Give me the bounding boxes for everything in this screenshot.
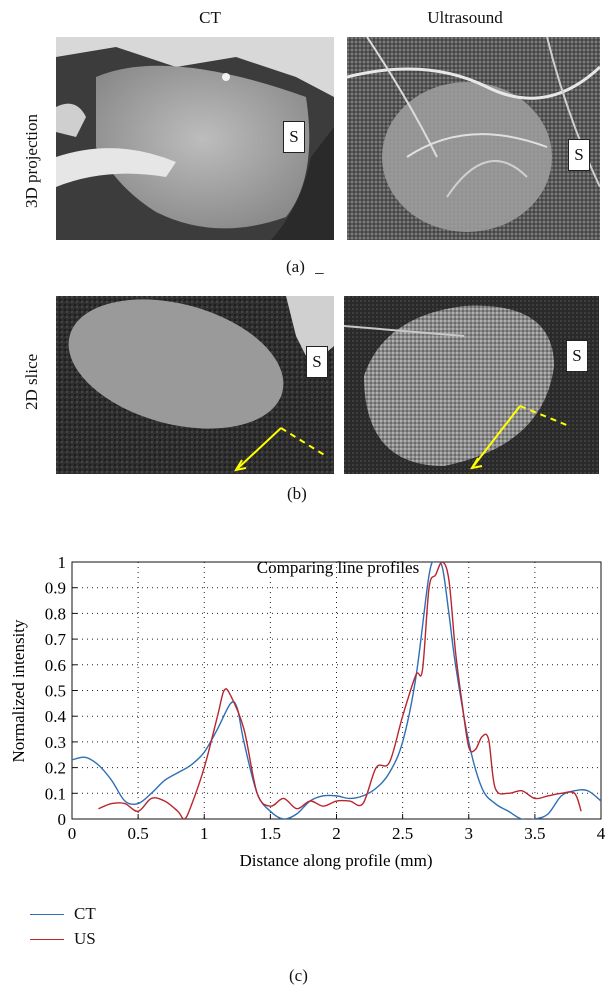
row-label-3d-projection: 3D projection — [22, 114, 41, 208]
x-axis-label: Distance along profile (mm) — [239, 851, 432, 870]
x-tick-label: 4 — [597, 824, 605, 843]
x-tick-label: 0.5 — [128, 824, 149, 843]
legend-swatch-us — [30, 938, 64, 940]
x-axis-ticks: 0 0.5 1 1.5 2 2.5 3 3.5 4 — [68, 814, 605, 843]
subfigure-label-c: (c) — [289, 966, 308, 985]
x-tick-label: 0 — [68, 824, 77, 843]
us-2d-slice-image — [344, 296, 599, 474]
x-tick-label: 1 — [200, 824, 209, 843]
series-line-ct — [72, 562, 601, 819]
y-tick-label: 0.5 — [45, 682, 66, 701]
legend-item-us: US — [30, 929, 96, 949]
x-tick-label: 2 — [332, 824, 341, 843]
legend-label-ct: CT — [74, 904, 96, 923]
y-tick-label: 0 — [58, 810, 67, 829]
series-lines — [72, 562, 601, 819]
y-tick-label: 0.4 — [45, 707, 67, 726]
ct-3d-marker-s: S — [283, 121, 305, 153]
grid — [72, 562, 601, 819]
row-label-2d-slice: 2D slice — [22, 353, 41, 410]
y-tick-label: 0.2 — [45, 759, 66, 778]
y-tick-label: 1 — [58, 555, 67, 572]
column-label-ct: CT — [199, 8, 221, 27]
subfigure-label-a: (a) _ — [286, 257, 324, 276]
subfigure-label-b: (b) — [287, 484, 307, 503]
y-axis-ticks: 0 0.1 0.2 0.3 0.4 0.5 0.6 0.7 0.8 0.9 1 — [45, 555, 77, 829]
ct-2d-slice-image — [56, 296, 334, 474]
series-line-us — [98, 562, 582, 819]
y-tick-label: 0.1 — [45, 784, 66, 803]
legend-label-us: US — [74, 929, 96, 948]
stray-underscore: _ — [315, 257, 324, 276]
x-tick-label: 2.5 — [392, 824, 413, 843]
y-tick-label: 0.6 — [45, 656, 66, 675]
us-3d-projection-image — [347, 37, 600, 240]
line-profile-chart: Comparing line profiles 0 0.5 1 1.5 2 2.5 3 3.5… — [9, 555, 605, 870]
ct-2d-marker-s: S — [306, 346, 328, 378]
y-axis-label: Normalized intensity — [9, 619, 28, 763]
plot-frame — [71, 561, 602, 820]
us-2d-marker-s: S — [566, 340, 588, 372]
y-tick-label: 0.7 — [45, 630, 67, 649]
us-3d-marker-s: S — [568, 139, 590, 171]
x-tick-label: 3.5 — [524, 824, 545, 843]
y-tick-label: 0.3 — [45, 733, 66, 752]
x-tick-label: 1.5 — [260, 824, 281, 843]
y-tick-label: 0.8 — [45, 604, 66, 623]
legend-swatch-ct — [30, 913, 64, 915]
legend-item-ct: CT — [30, 904, 96, 924]
y-tick-label: 0.9 — [45, 579, 66, 598]
column-label-ultrasound: Ultrasound — [427, 8, 503, 27]
x-tick-label: 3 — [465, 824, 474, 843]
chart-title: Comparing line profiles — [257, 558, 419, 577]
